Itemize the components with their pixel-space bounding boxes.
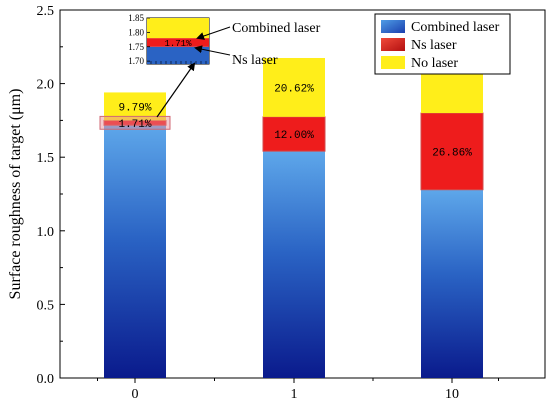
bar-no-laser-0 — [104, 92, 166, 121]
bar-ns-1 — [262, 116, 326, 152]
annotation-arrow-ns — [194, 45, 231, 56]
data-label-ns-10: 26.86% — [432, 147, 472, 159]
data-label-ns-1: 12.00% — [274, 130, 314, 142]
x-tick-label-1: 1 — [291, 387, 298, 402]
bar-combined-10 — [421, 189, 483, 378]
data-label-no-laser-1: 20.62% — [274, 83, 314, 95]
annotations: Combined laser Ns laser — [156, 21, 321, 118]
legend-label-combined: Combined laser — [411, 20, 500, 35]
inset-bar-combined — [147, 46, 209, 64]
inset-bar-ns — [147, 38, 209, 47]
y-tick-label-5: 2.5 — [37, 4, 55, 19]
inset-y-ticks: 1.70 1.75 1.80 1.85 — [128, 13, 207, 66]
data-label-ns-0: 1.71% — [118, 119, 151, 131]
legend-label-ns: Ns laser — [411, 38, 457, 53]
legend-swatch-ns — [381, 38, 405, 51]
x-tick-label-0: 0 — [132, 387, 139, 402]
x-axis: 0 1 10 — [97, 378, 499, 402]
x-tick-label-2: 10 — [445, 387, 459, 402]
y-axis: 0.0 0.5 1.0 1.5 2.0 2.5 — [37, 4, 65, 387]
inset-bar-no-laser — [147, 18, 209, 39]
y-tick-label-0: 0.0 — [37, 372, 55, 387]
inset-y-tick-label-2: 1.80 — [128, 27, 144, 37]
annotation-ns-laser: Ns laser — [232, 53, 278, 68]
bar-combined-1 — [263, 151, 325, 378]
annotation-arrow-combined — [196, 26, 231, 40]
y-axis-title: Surface roughness of target (μm) — [7, 89, 24, 300]
inset-y-tick-label-3: 1.85 — [128, 13, 144, 23]
inset-y-tick-label-1: 1.75 — [128, 42, 144, 52]
legend-label-no-laser: No laser — [411, 56, 458, 71]
y-tick-label-1: 0.5 — [37, 298, 55, 313]
y-tick-label-2: 1.0 — [37, 225, 55, 240]
legend-swatch-no-laser — [381, 56, 405, 69]
bar-combined-0 — [104, 125, 166, 378]
bar-no-laser-1 — [263, 57, 325, 117]
inset-bars — [147, 18, 209, 64]
inset-y-tick-label-0: 1.70 — [128, 56, 144, 66]
bar-ns-10 — [420, 112, 484, 191]
y-tick-label-3: 1.5 — [37, 151, 55, 166]
y-tick-label-4: 2.0 — [37, 78, 55, 93]
inset-zoom: 1.70 1.75 1.80 1.85 1.71% — [128, 13, 210, 66]
legend-swatch-combined — [381, 20, 405, 33]
data-label-no-laser-0: 9.79% — [118, 102, 151, 114]
annotation-combined-laser: Combined laser — [232, 21, 321, 36]
legend: Combined laser Ns laser No laser — [374, 13, 511, 75]
highlight-ns-0 — [99, 115, 171, 130]
inset-percent-label: 1.71% — [164, 39, 192, 49]
callout-arrow — [156, 62, 196, 118]
